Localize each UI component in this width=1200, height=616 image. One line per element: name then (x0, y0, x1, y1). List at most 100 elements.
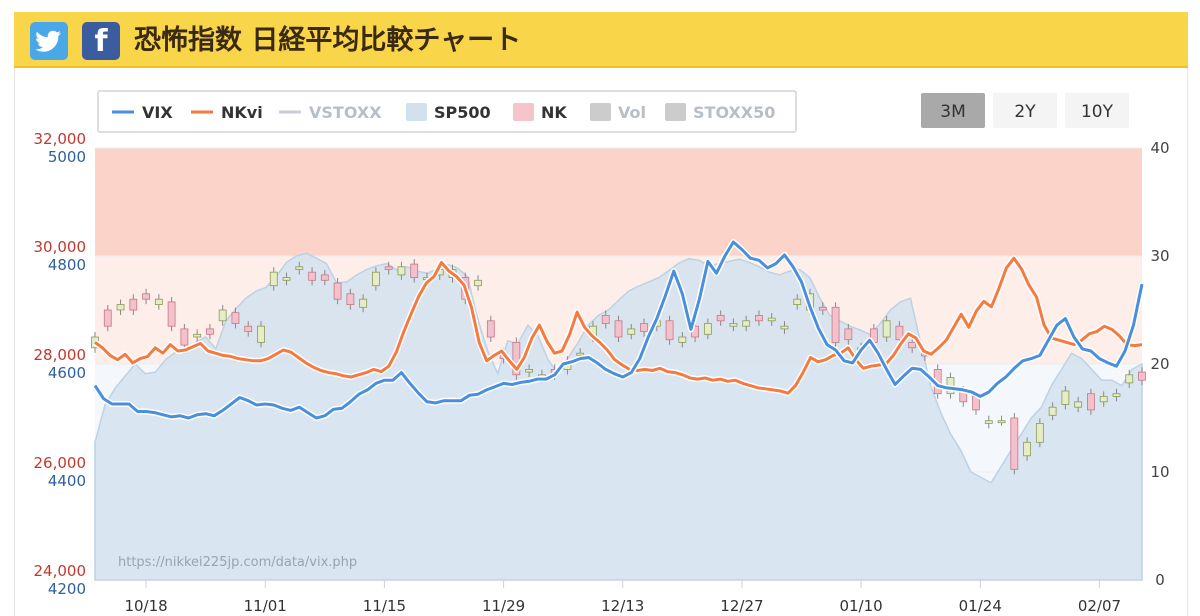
nk-candle (1010, 417, 1019, 470)
nk-axis-label: 24,000 (34, 562, 87, 580)
nk-candle (397, 266, 406, 276)
legend-item-vstoxx[interactable]: VSTOXX (279, 103, 382, 122)
sp500-axis-label: 5000 (48, 148, 86, 166)
legend-swatch (665, 103, 686, 121)
x-tick-label: 11/01 (244, 597, 287, 615)
legend-swatch (513, 103, 534, 121)
nk-candle (486, 320, 495, 338)
sp500-axis-label: 4600 (48, 364, 86, 382)
nk-candle (1138, 371, 1146, 381)
x-tick-label: 12/27 (720, 597, 763, 615)
nk-candle (678, 336, 687, 343)
page-header: f 恐怖指数 日経平均比較チャート (14, 12, 1188, 68)
nk-candle (882, 320, 891, 338)
legend-label[interactable]: Vol (618, 103, 646, 122)
x-tick-label: 11/15 (363, 597, 406, 615)
nk-candle (525, 368, 534, 373)
legend-item-nkvi[interactable]: NKvi (191, 103, 263, 122)
nk-candle (116, 304, 125, 311)
nk-candle (793, 298, 802, 306)
nk-candle (129, 298, 138, 311)
nk-candle (755, 314, 763, 322)
nk-candle (818, 306, 827, 311)
nk-candle (908, 341, 917, 349)
nk-candle (1023, 441, 1031, 457)
sp500-axis-label: 4400 (48, 472, 86, 490)
legend-label[interactable]: VIX (142, 103, 173, 122)
vix-axis-label: 40 (1150, 139, 1169, 157)
nk-candle (703, 323, 712, 335)
range-button-bg[interactable] (993, 93, 1057, 128)
nk-axis-label: 28,000 (34, 346, 87, 364)
range-button-2y[interactable]: 2Y (993, 93, 1057, 128)
twitter-bird-icon (36, 30, 61, 52)
nk-candle (218, 309, 227, 322)
range-button-3m[interactable]: 3M (921, 93, 985, 128)
sp500-axis-label: 4800 (48, 256, 86, 274)
source-url-watermark: https://nikkei225jp.com/data/vix.php (118, 555, 357, 570)
nk-candle (729, 323, 738, 327)
sp500-area (94, 252, 1143, 581)
legend-label[interactable]: STOXX50 (693, 103, 775, 122)
legend-item-vol[interactable]: Vol (590, 103, 646, 122)
nk-candle (257, 325, 265, 343)
nk-candle (1087, 393, 1095, 411)
nk-candle (576, 352, 585, 356)
legend-item-vix[interactable]: VIX (112, 103, 173, 122)
nk-candle (269, 271, 278, 287)
nk-candle (1048, 406, 1057, 416)
range-button-bg[interactable] (1065, 93, 1129, 128)
legend-label[interactable]: SP500 (434, 103, 491, 122)
nk-candle (1112, 393, 1121, 397)
legend-label[interactable]: VSTOXX (309, 103, 382, 122)
nk-candle (984, 420, 993, 424)
twitter-icon[interactable] (30, 22, 68, 60)
nk-candle (1099, 395, 1108, 403)
nk-candle (742, 320, 751, 327)
nk-candle (1125, 374, 1134, 384)
nk-candle (614, 320, 623, 338)
nk-candle (895, 325, 904, 341)
range-button-label[interactable]: 3M (940, 102, 965, 122)
nk-candle (1061, 390, 1070, 405)
nk-candle (359, 298, 368, 308)
nk-candle (627, 328, 636, 335)
facebook-icon[interactable]: f (82, 22, 120, 60)
legend-label[interactable]: NKvi (221, 103, 263, 122)
nk-candle (474, 279, 482, 287)
nk-candle (665, 320, 674, 341)
nk-axis-label: 30,000 (34, 238, 87, 256)
vix-axis-label: 20 (1150, 355, 1169, 373)
nk-candle (372, 271, 380, 287)
x-tick-label: 10/18 (124, 597, 167, 615)
x-tick-label: 01/24 (959, 597, 1002, 615)
range-button-label[interactable]: 2Y (1014, 102, 1036, 122)
nk-candle (282, 277, 291, 281)
range-button-label[interactable]: 10Y (1081, 102, 1114, 122)
legend-item-nk[interactable]: NK (513, 103, 567, 122)
legend-item-sp500[interactable]: SP500 (406, 103, 491, 122)
nk-candle (180, 328, 189, 346)
nk-axis-label: 26,000 (34, 454, 87, 472)
x-tick-label: 01/10 (839, 597, 882, 615)
nk-candle (997, 420, 1006, 424)
nk-candle (640, 323, 648, 333)
legend-label[interactable]: NK (541, 103, 567, 122)
nk-candle (333, 282, 342, 300)
vix-line (93, 240, 1144, 420)
nk-candle (167, 301, 176, 327)
legend-swatch (590, 103, 611, 121)
vix-axis-label: 10 (1150, 463, 1169, 481)
vix-axis-label: 30 (1150, 247, 1169, 265)
legend-item-stoxx50[interactable]: STOXX50 (665, 103, 775, 122)
nk-candle (244, 325, 253, 333)
range-button-bg[interactable] (921, 93, 985, 128)
nk-candle (231, 312, 240, 324)
range-button-10y[interactable]: 10Y (1065, 93, 1129, 128)
legend-box (97, 90, 797, 133)
nk-candle (831, 306, 840, 343)
nk-candle (512, 341, 521, 376)
nk-candle (780, 325, 789, 330)
nk-candle (1035, 422, 1044, 443)
